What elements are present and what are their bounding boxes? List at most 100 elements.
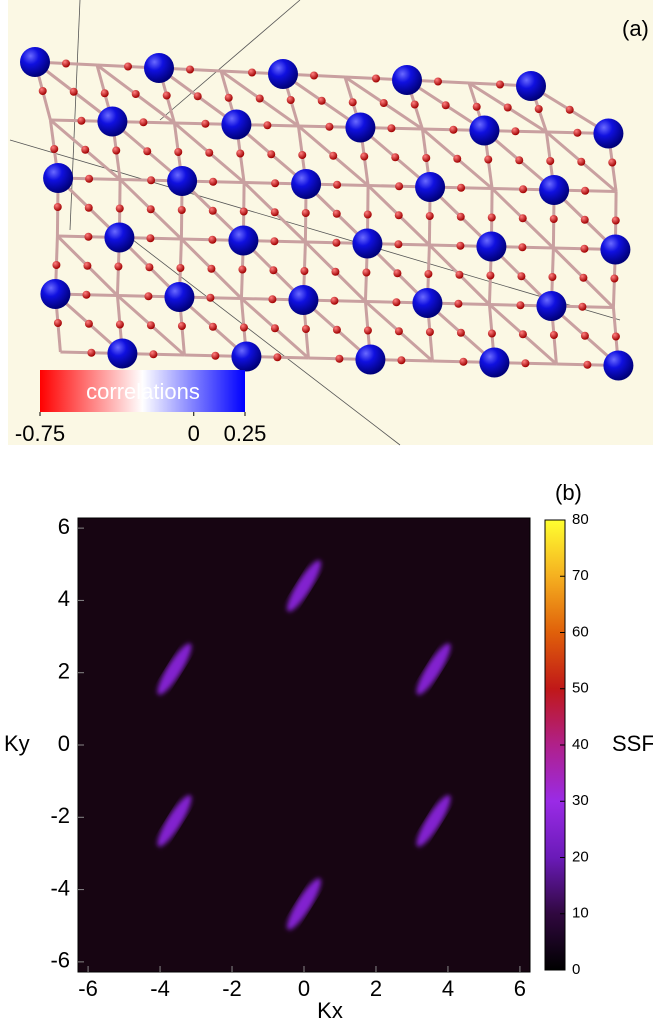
site [149, 350, 158, 359]
site [360, 152, 369, 161]
site [580, 331, 589, 340]
site [534, 105, 543, 113]
site [546, 157, 555, 165]
site [496, 80, 504, 89]
site [211, 351, 220, 360]
peak [287, 878, 321, 930]
site [335, 354, 344, 363]
colorbar-tick-label: 30 [572, 792, 589, 809]
site [518, 214, 527, 223]
site [593, 118, 624, 149]
site [332, 209, 341, 218]
site [459, 357, 468, 366]
site [332, 325, 341, 334]
site [238, 265, 247, 274]
site [310, 71, 318, 80]
site [270, 237, 279, 246]
site [301, 209, 310, 217]
panel-label: (a) [622, 16, 649, 41]
site [410, 100, 419, 109]
site [519, 185, 528, 194]
x-tick-label: 0 [298, 976, 310, 1001]
site [20, 47, 50, 77]
site [77, 116, 86, 125]
site [472, 102, 481, 111]
site [395, 182, 404, 191]
site [207, 264, 216, 273]
site [255, 94, 264, 103]
site [208, 206, 217, 215]
site [269, 266, 278, 275]
colorbar-tick-label: 50 [572, 680, 589, 697]
site [97, 106, 128, 137]
site [146, 321, 155, 330]
site [345, 112, 376, 143]
peak [416, 643, 451, 695]
site [87, 348, 96, 357]
site [453, 154, 462, 163]
site [352, 228, 383, 259]
colorbar-label: SSF [612, 731, 653, 756]
site [84, 203, 93, 212]
site [174, 148, 183, 156]
site [81, 145, 90, 154]
site [177, 206, 186, 214]
site [228, 225, 259, 256]
site [434, 77, 442, 86]
site [422, 154, 431, 162]
site [146, 205, 155, 214]
site [50, 145, 59, 153]
site [52, 261, 61, 269]
site [84, 319, 93, 328]
site [391, 153, 400, 162]
site [301, 325, 310, 333]
site [469, 115, 500, 146]
site [331, 267, 340, 276]
site [330, 296, 339, 305]
peak [157, 795, 192, 847]
site [115, 204, 124, 213]
site [69, 87, 78, 96]
site [53, 319, 62, 327]
site [332, 238, 341, 247]
site [565, 105, 574, 114]
site [329, 151, 338, 160]
site [425, 212, 434, 220]
colorbar-tick-label: 0.25 [224, 421, 267, 446]
site [487, 213, 496, 222]
site [578, 302, 587, 311]
site [456, 212, 465, 221]
site [40, 279, 71, 309]
site [271, 179, 280, 188]
site [298, 151, 307, 159]
site [270, 208, 279, 217]
site [486, 271, 495, 280]
site [363, 326, 372, 335]
site [201, 119, 210, 128]
site [603, 350, 634, 381]
y-tick-label: -2 [50, 803, 70, 828]
site [517, 272, 526, 281]
site [325, 122, 334, 131]
site [62, 59, 70, 68]
site [487, 329, 496, 338]
site [100, 89, 109, 98]
site [208, 235, 217, 244]
site [608, 158, 617, 167]
site [239, 207, 248, 216]
site [394, 327, 403, 336]
site [143, 147, 152, 156]
site [549, 215, 558, 223]
site [131, 90, 140, 98]
colorbar-tick-label: 70 [572, 567, 589, 584]
site [484, 155, 493, 164]
x-axis-label: Kx [317, 998, 343, 1023]
site [268, 59, 298, 89]
site [164, 282, 195, 312]
site [333, 180, 342, 189]
site [412, 288, 443, 318]
site [146, 234, 155, 243]
x-tick-label: -6 [78, 976, 98, 1001]
y-tick-label: 2 [58, 659, 70, 684]
